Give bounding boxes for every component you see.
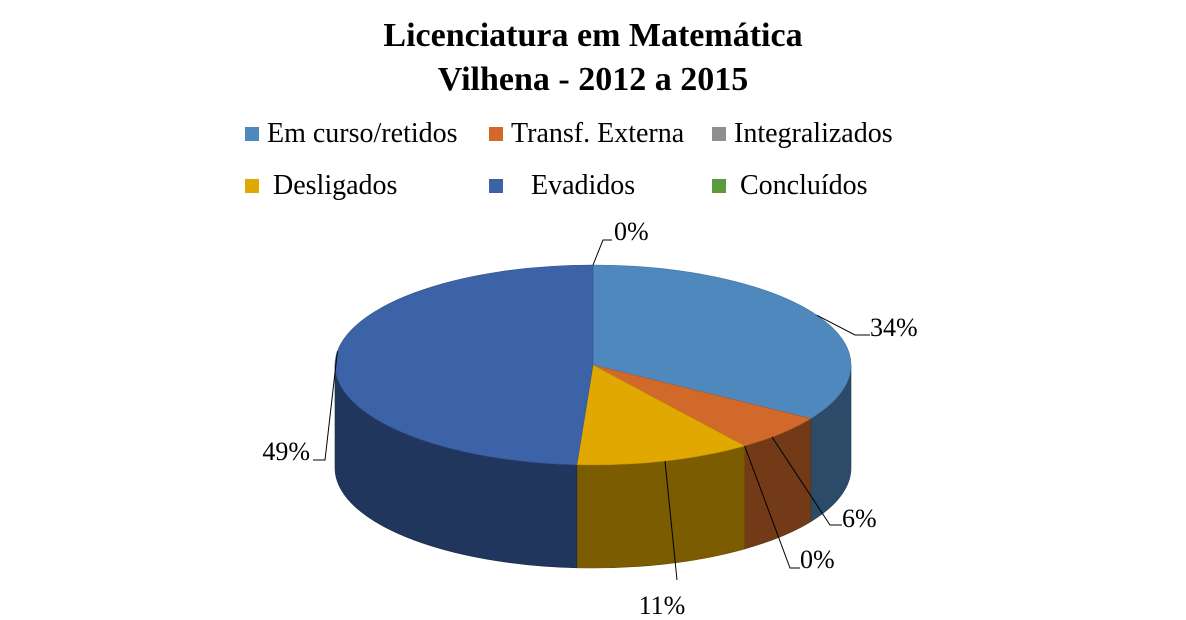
legend-item-evadidos: Evadidos (489, 170, 635, 202)
leader-line (771, 436, 842, 526)
data-label: 6% (842, 504, 877, 533)
legend-swatch (245, 127, 259, 141)
legend-swatch (712, 127, 726, 141)
data-label: 11% (639, 591, 686, 620)
data-label: 34% (870, 313, 918, 342)
legend-swatch (245, 179, 259, 193)
leader-line (592, 239, 612, 266)
legend-swatch (489, 127, 503, 141)
data-label: 49% (262, 437, 310, 466)
chart-title: Licenciatura em Matemática Vilhena - 201… (0, 14, 1186, 102)
leader-line (313, 351, 338, 461)
chart-title-line-2: Vilhena - 2012 a 2015 (437, 61, 749, 98)
leader-line (664, 460, 678, 581)
data-label: 0% (614, 217, 649, 246)
leader-line (744, 445, 800, 569)
pie-labels: 34%6%0%11%49%0% (262, 217, 917, 620)
pie-depth (334, 364, 852, 569)
data-label: 0% (800, 545, 835, 574)
pie-slice (334, 264, 594, 466)
legend-label: Transf. Externa (511, 118, 685, 149)
legend-label: Em curso/retidos (267, 118, 458, 149)
leader-line (816, 314, 870, 336)
legend-swatch (489, 179, 503, 193)
legend-item-integralizados: Integralizados (712, 118, 893, 150)
legend-item-concluidos: Concluídos (712, 170, 868, 202)
legend-label: Evadidos (531, 170, 636, 201)
pie-top (334, 264, 852, 466)
legend-item-em-curso: Em curso/retidos (245, 118, 458, 150)
chart-title-line-1: Licenciatura em Matemática (383, 17, 803, 54)
legend-label: Desligados (273, 170, 398, 201)
legend-item-transf-externa: Transf. Externa (489, 118, 684, 150)
legend-item-desligados: Desligados (245, 170, 397, 202)
legend-label: Concluídos (740, 170, 868, 201)
legend-swatch (712, 179, 726, 193)
legend-label: Integralizados (734, 118, 893, 149)
